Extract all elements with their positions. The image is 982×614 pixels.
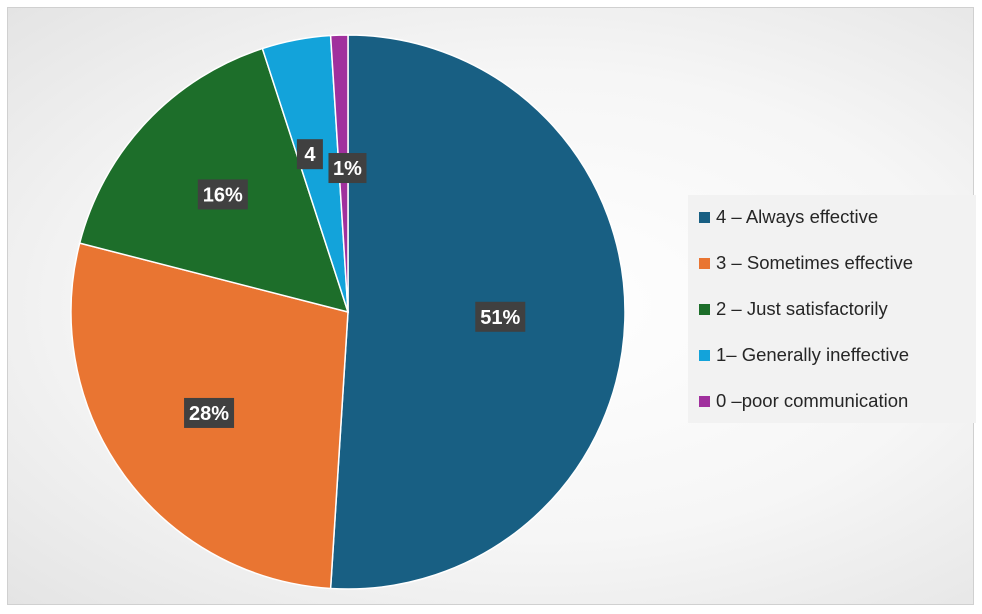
legend: 4 – Always effective 3 – Sometimes effec… [688, 195, 976, 423]
legend-item-just-satisfactorily: 2 – Just satisfactorily [699, 297, 888, 321]
legend-label: 0 –poor communication [716, 390, 909, 411]
data-label-box [197, 179, 248, 210]
legend-label: 4 – Always effective [716, 206, 879, 227]
data-label-4-always-effective: 51% [475, 301, 526, 332]
data-label-text: 1% [333, 158, 362, 180]
legend-label: 1– Generally ineffective [716, 344, 909, 365]
legend-label: 2 – Just satisfactorily [716, 298, 888, 319]
data-label-text: 51% [480, 307, 520, 329]
legend-swatch [699, 257, 710, 269]
data-label-box [475, 301, 526, 332]
legend-swatch [699, 211, 710, 223]
data-label-text: 4 [304, 144, 316, 166]
data-label-2-just-satisfactorily: 16% [197, 179, 248, 210]
data-label-box [296, 139, 323, 170]
legend-item-generally-ineffective: 1– Generally ineffective [699, 343, 909, 367]
data-label-box [184, 397, 235, 428]
legend-item-sometimes-effective: 3 – Sometimes effective [699, 251, 913, 275]
data-label-box [328, 153, 367, 184]
legend-label: 3 – Sometimes effective [716, 252, 914, 273]
data-label-3-sometimes-effective: 28% [184, 397, 235, 428]
data-label-text: 16% [203, 184, 243, 206]
data-label-1-generally-ineffective: 4 [296, 139, 323, 170]
legend-swatch [699, 349, 710, 361]
legend-item-always-effective: 4 – Always effective [699, 205, 878, 229]
legend-swatch [699, 303, 710, 315]
legend-item-poor-communication: 0 –poor communication [699, 389, 908, 413]
data-label-0-poor-communication: 1% [328, 153, 367, 184]
data-label-text: 28% [189, 403, 229, 425]
legend-swatch [699, 395, 710, 407]
